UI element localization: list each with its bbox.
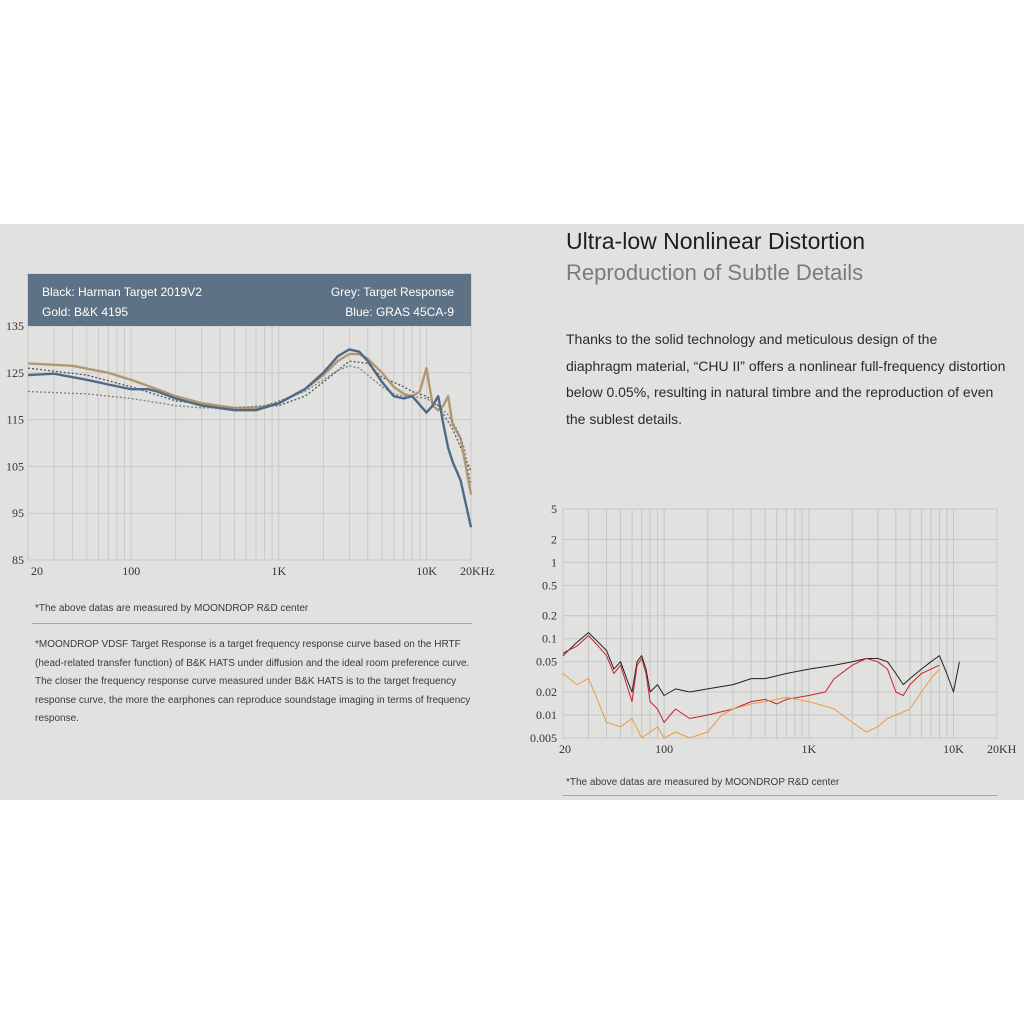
dist-x-tick-label: 100: [655, 742, 673, 756]
dist-y-tick-label: 1: [551, 555, 557, 569]
fr-series-line-3: [27, 348, 473, 528]
dist-x-tick-label: 10K: [943, 742, 964, 756]
page-subtitle: Reproduction of Subtle Details: [566, 260, 864, 285]
fr-x-tick-label: 100: [122, 564, 140, 578]
dist-series-line-1: [562, 635, 940, 723]
page-title: Ultra-low Nonlinear Distortion: [566, 228, 866, 254]
dist-grid: [562, 508, 998, 739]
legend-bk4195: Gold: B&K 4195: [42, 305, 128, 319]
fr-y-tick-label: 105: [6, 459, 24, 473]
dist-x-tick-label: 20KH: [987, 742, 1017, 756]
dist-y-tick-label: 2: [551, 532, 557, 546]
dist-y-tick-label: 0.5: [542, 578, 557, 592]
dist-y-tick-label: 0.2: [542, 609, 557, 623]
legend-target: Grey: Target Response: [331, 285, 455, 299]
dist-y-tick-label: 0.005: [530, 731, 557, 745]
fr-y-tick-label: 85: [12, 553, 24, 567]
fr-x-tick-label: 20KHz: [460, 564, 495, 578]
dist-x-tick-label: 1K: [801, 742, 816, 756]
legend-gras: Blue: GRAS 45CA-9: [345, 305, 454, 319]
fr-x-tick-label: 10K: [416, 564, 437, 578]
fr-legend-box: [28, 274, 471, 326]
fr-y-tick-label: 135: [6, 319, 24, 333]
dist-plot-frame: [562, 508, 998, 739]
fr-x-tick-label: 1K: [272, 564, 287, 578]
distortion-measurement-note: *The above datas are measured by MOONDRO…: [566, 777, 840, 788]
fr-x-tick-label: 20: [31, 564, 43, 578]
dist-series-line-2: [562, 668, 940, 739]
fr-ticks: 85 95 105 115 125 135 20 100 1K 10K 20KHz: [6, 319, 495, 578]
fr-series-line-2: [27, 365, 472, 486]
dist-lines: [562, 632, 960, 739]
fr-y-tick-label: 125: [6, 366, 24, 380]
fr-note-divider: [32, 623, 472, 624]
description-paragraph: Thanks to the solid technology and metic…: [566, 331, 1006, 427]
dist-y-tick-label: 5: [551, 502, 557, 516]
dist-y-tick-label: 0.05: [536, 655, 557, 669]
distortion-note-divider: [562, 795, 998, 796]
dist-y-tick-label: 0.02: [536, 685, 557, 699]
dist-series-line-0: [562, 632, 960, 696]
fr-lines: [27, 348, 473, 528]
dist-x-tick-label: 20: [559, 742, 571, 756]
fr-series-line-0: [27, 360, 472, 472]
legend-harman: Black: Harman Target 2019V2: [42, 285, 202, 299]
dist-y-tick-label: 0.1: [542, 632, 557, 646]
fr-measurement-note: *The above datas are measured by MOONDRO…: [35, 603, 309, 614]
dist-y-tick-label: 0.01: [536, 708, 557, 722]
vdsf-note: *MOONDROP VDSF Target Response is a targ…: [35, 639, 471, 724]
fr-y-tick-label: 115: [6, 413, 24, 427]
fr-y-tick-label: 95: [12, 506, 24, 520]
